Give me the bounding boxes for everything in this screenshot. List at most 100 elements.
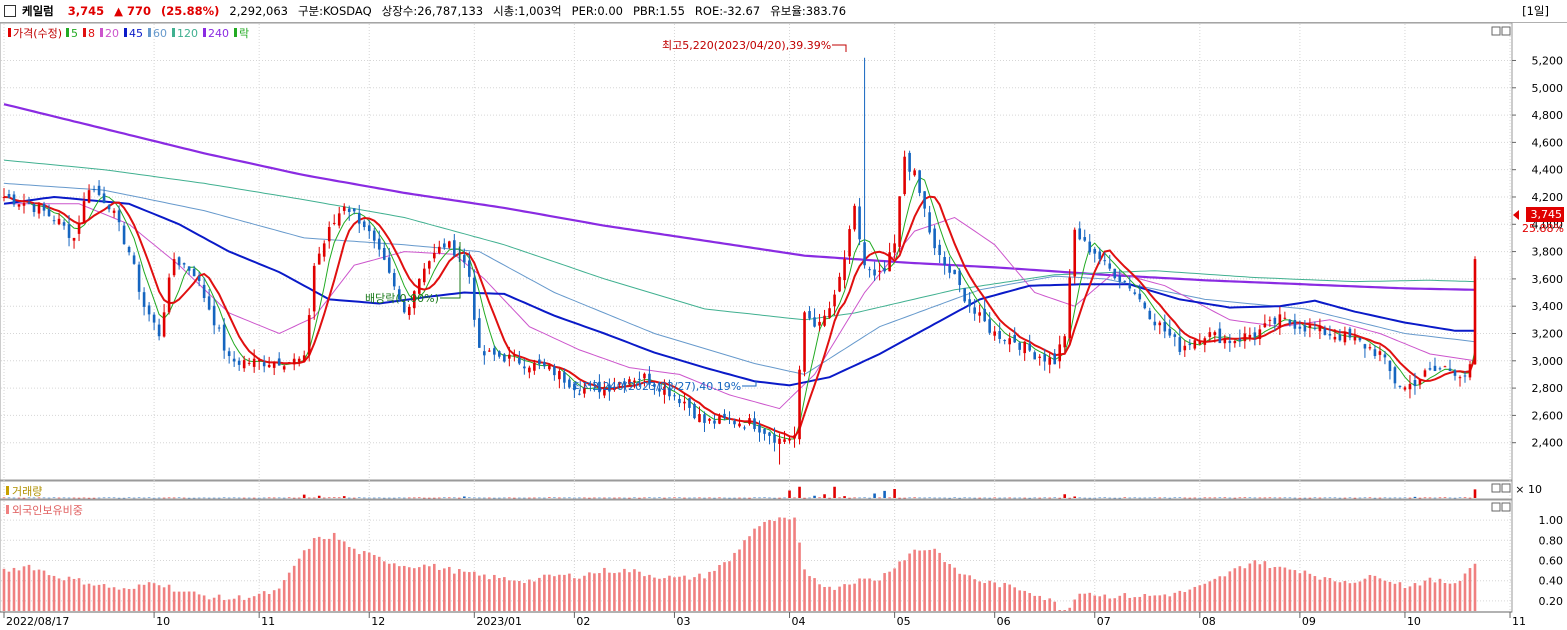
foreign-bar — [458, 569, 461, 611]
foreign-bar — [1398, 582, 1402, 611]
volume-bar — [1008, 497, 1011, 499]
candle-body — [1418, 379, 1422, 385]
foreign-bar — [1468, 568, 1472, 611]
candle-body — [473, 277, 476, 320]
volume-bar — [1048, 497, 1052, 499]
volume-bar — [1248, 497, 1252, 499]
volume-bar — [77, 497, 81, 499]
foreign-bar — [868, 578, 871, 611]
candle-body — [97, 185, 101, 195]
volume-bar — [1283, 497, 1287, 499]
foreign-bar — [898, 561, 901, 611]
foreign-bar — [1343, 580, 1347, 611]
period-selector[interactable]: [1일] — [1522, 4, 1549, 18]
volume-bar — [1243, 497, 1247, 499]
foreign-bar — [1208, 581, 1212, 611]
grid-lines — [1, 24, 1511, 611]
candle-body — [367, 225, 371, 232]
candle-body — [1403, 387, 1407, 390]
foreign-bar — [287, 572, 291, 611]
candle-body — [703, 414, 706, 423]
candle-body — [377, 238, 381, 250]
volume-bar — [753, 497, 756, 499]
panel-buttons[interactable] — [1491, 26, 1511, 512]
foreign-bar — [693, 577, 696, 611]
candle-body — [898, 196, 901, 247]
candle-body — [778, 438, 781, 444]
foreign-bar — [683, 575, 686, 611]
candle-body — [748, 418, 751, 424]
foreign-bar — [1153, 595, 1157, 611]
foreign-bar — [2, 568, 6, 611]
foreign-bar — [1243, 568, 1247, 611]
candle-body — [32, 204, 36, 212]
foreign-bar — [1253, 560, 1257, 611]
volume-bar — [1293, 497, 1297, 499]
volume-bar — [1403, 497, 1407, 499]
foreign-bar — [1028, 593, 1031, 611]
foreign-bar — [933, 548, 936, 611]
volume-bar — [402, 497, 406, 499]
volume-bar — [903, 497, 906, 499]
foreign-bar — [1213, 578, 1217, 611]
volume-bar — [1148, 497, 1152, 499]
foreign-bar — [498, 578, 501, 611]
volume-bar — [1053, 497, 1057, 499]
price-panel — [0, 22, 1513, 481]
y-tick-label: 4,400 — [1532, 164, 1564, 177]
foreign-bar — [783, 517, 786, 611]
volume-bar — [412, 497, 416, 499]
candle-body — [853, 205, 856, 230]
volume-bar — [82, 497, 86, 499]
volume-bar — [858, 497, 861, 499]
foreign-bar — [22, 566, 26, 611]
foreign-tick-label: 0.40 — [1539, 575, 1564, 588]
candle-body — [267, 364, 271, 368]
volume-bar — [437, 497, 441, 499]
foreign-bar — [1428, 577, 1432, 611]
candle-body — [117, 210, 121, 223]
foreign-bar — [227, 599, 231, 611]
volume-bar — [533, 497, 536, 499]
candle-body — [1233, 341, 1237, 344]
candle-body — [518, 357, 521, 364]
foreign-bar — [453, 573, 456, 611]
volume-bar — [147, 497, 151, 499]
volume-bar — [863, 497, 866, 499]
foreign-bar — [988, 580, 991, 611]
foreign-bar — [92, 585, 96, 611]
volume-bar — [1188, 497, 1192, 499]
foreign-bar — [367, 552, 371, 611]
candle-body — [1343, 332, 1347, 343]
foreign-bar — [1433, 582, 1437, 611]
volume-bar — [603, 497, 606, 499]
candle-body — [508, 354, 511, 359]
foreign-bar — [1008, 584, 1011, 611]
volume-bar — [1128, 497, 1132, 499]
candle-body — [282, 366, 286, 370]
volume-bar — [142, 497, 146, 499]
volume-bar — [653, 497, 656, 499]
select-checkbox[interactable] — [4, 5, 16, 17]
candle-body — [1153, 321, 1157, 326]
foreign-bar — [803, 569, 806, 611]
foreign-bar — [372, 554, 376, 611]
foreign-bar — [558, 574, 561, 611]
volume-bar — [798, 486, 801, 498]
foreign-bar — [1193, 586, 1197, 611]
volume-bar — [1443, 497, 1447, 499]
foreign-bar — [588, 572, 591, 611]
volume-bar — [908, 497, 911, 499]
candle-body — [1428, 368, 1432, 370]
foreign-bar — [973, 579, 976, 611]
foreign-bar — [1233, 568, 1237, 611]
foreign-bar — [958, 573, 961, 611]
foreign-bar — [1158, 595, 1162, 611]
volume-bar — [458, 497, 461, 499]
x-tick-label: 05 — [897, 615, 911, 628]
foreign-bar — [297, 558, 301, 611]
volume-bar — [1338, 497, 1342, 499]
candle-body — [603, 388, 606, 396]
candle-body — [47, 209, 51, 217]
